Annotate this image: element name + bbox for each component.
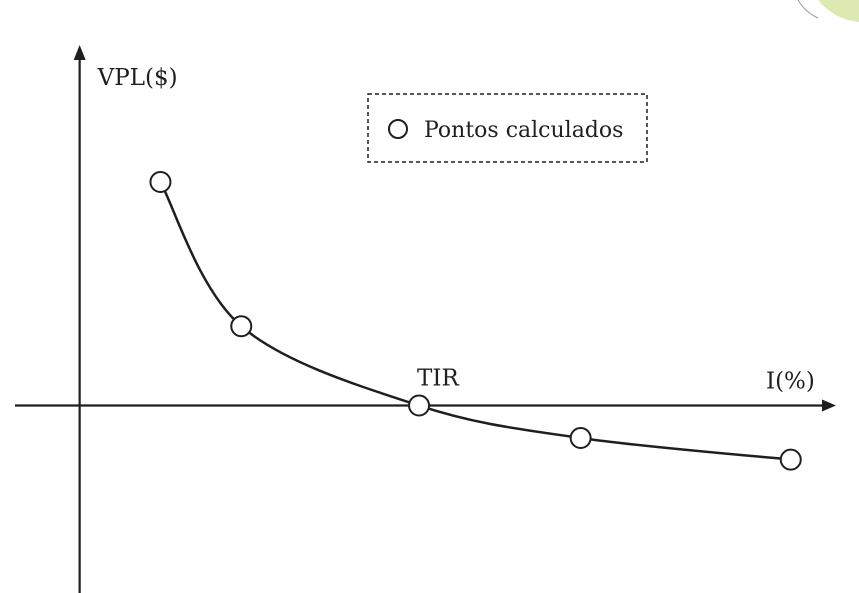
data-point-4 — [569, 426, 592, 449]
corner-accent-shape — [818, 0, 859, 22]
npv-curve — [159, 181, 791, 461]
data-point-2 — [230, 315, 253, 338]
markers-group — [149, 171, 802, 471]
legend: Pontos calculados — [367, 93, 648, 163]
data-point-1 — [149, 171, 172, 193]
y-axis-label: VPL($) — [97, 65, 178, 91]
data-point-3 — [408, 394, 431, 417]
x-axis-label: I(%) — [766, 369, 815, 395]
data-point-5 — [779, 448, 802, 471]
y-axis-arrow-icon — [73, 45, 86, 60]
legend-label: Pontos calculados — [424, 118, 623, 143]
corner-accent-line — [797, 0, 819, 19]
x-axis-arrow-icon — [822, 399, 836, 412]
legend-marker-icon — [388, 119, 408, 139]
legend-box — [367, 93, 648, 163]
tir-annotation: TIR — [417, 366, 459, 392]
